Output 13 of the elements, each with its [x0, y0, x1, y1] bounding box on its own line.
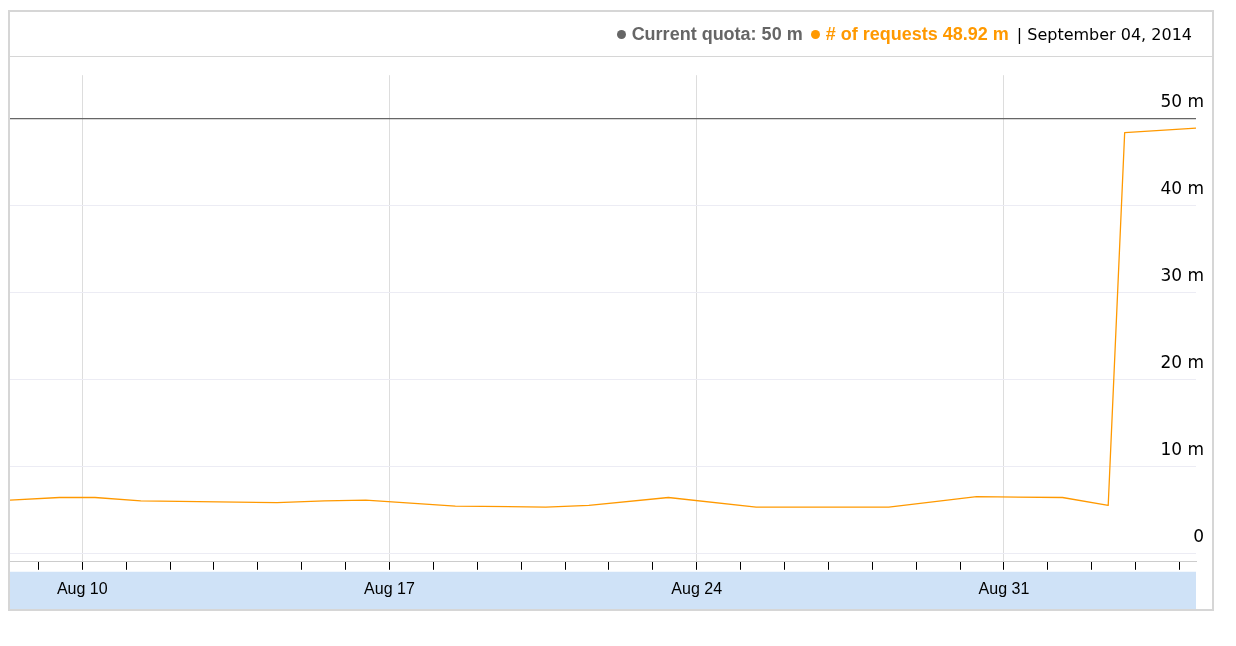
x-tick-label: Aug 31 — [978, 579, 1030, 597]
y-tick-label: 0 — [1193, 525, 1204, 546]
y-tick-label: 40 m — [1160, 177, 1204, 198]
x-tick-label: Aug 10 — [56, 579, 108, 597]
x-tick-label: Aug 17 — [364, 579, 415, 597]
y-tick-label: 30 m — [1160, 264, 1204, 285]
text: | September 04, 2014 — [1016, 24, 1192, 44]
y-tick-label: 10 m — [1160, 438, 1204, 459]
y-tick-label: 50 m — [1160, 91, 1204, 112]
legend-label: # of requests 48.92 m — [825, 23, 1009, 45]
x-tick-label: Aug 24 — [671, 579, 723, 597]
legend-label: Current quota: 50 m — [631, 23, 803, 45]
y-tick-label: 20 m — [1160, 351, 1204, 372]
